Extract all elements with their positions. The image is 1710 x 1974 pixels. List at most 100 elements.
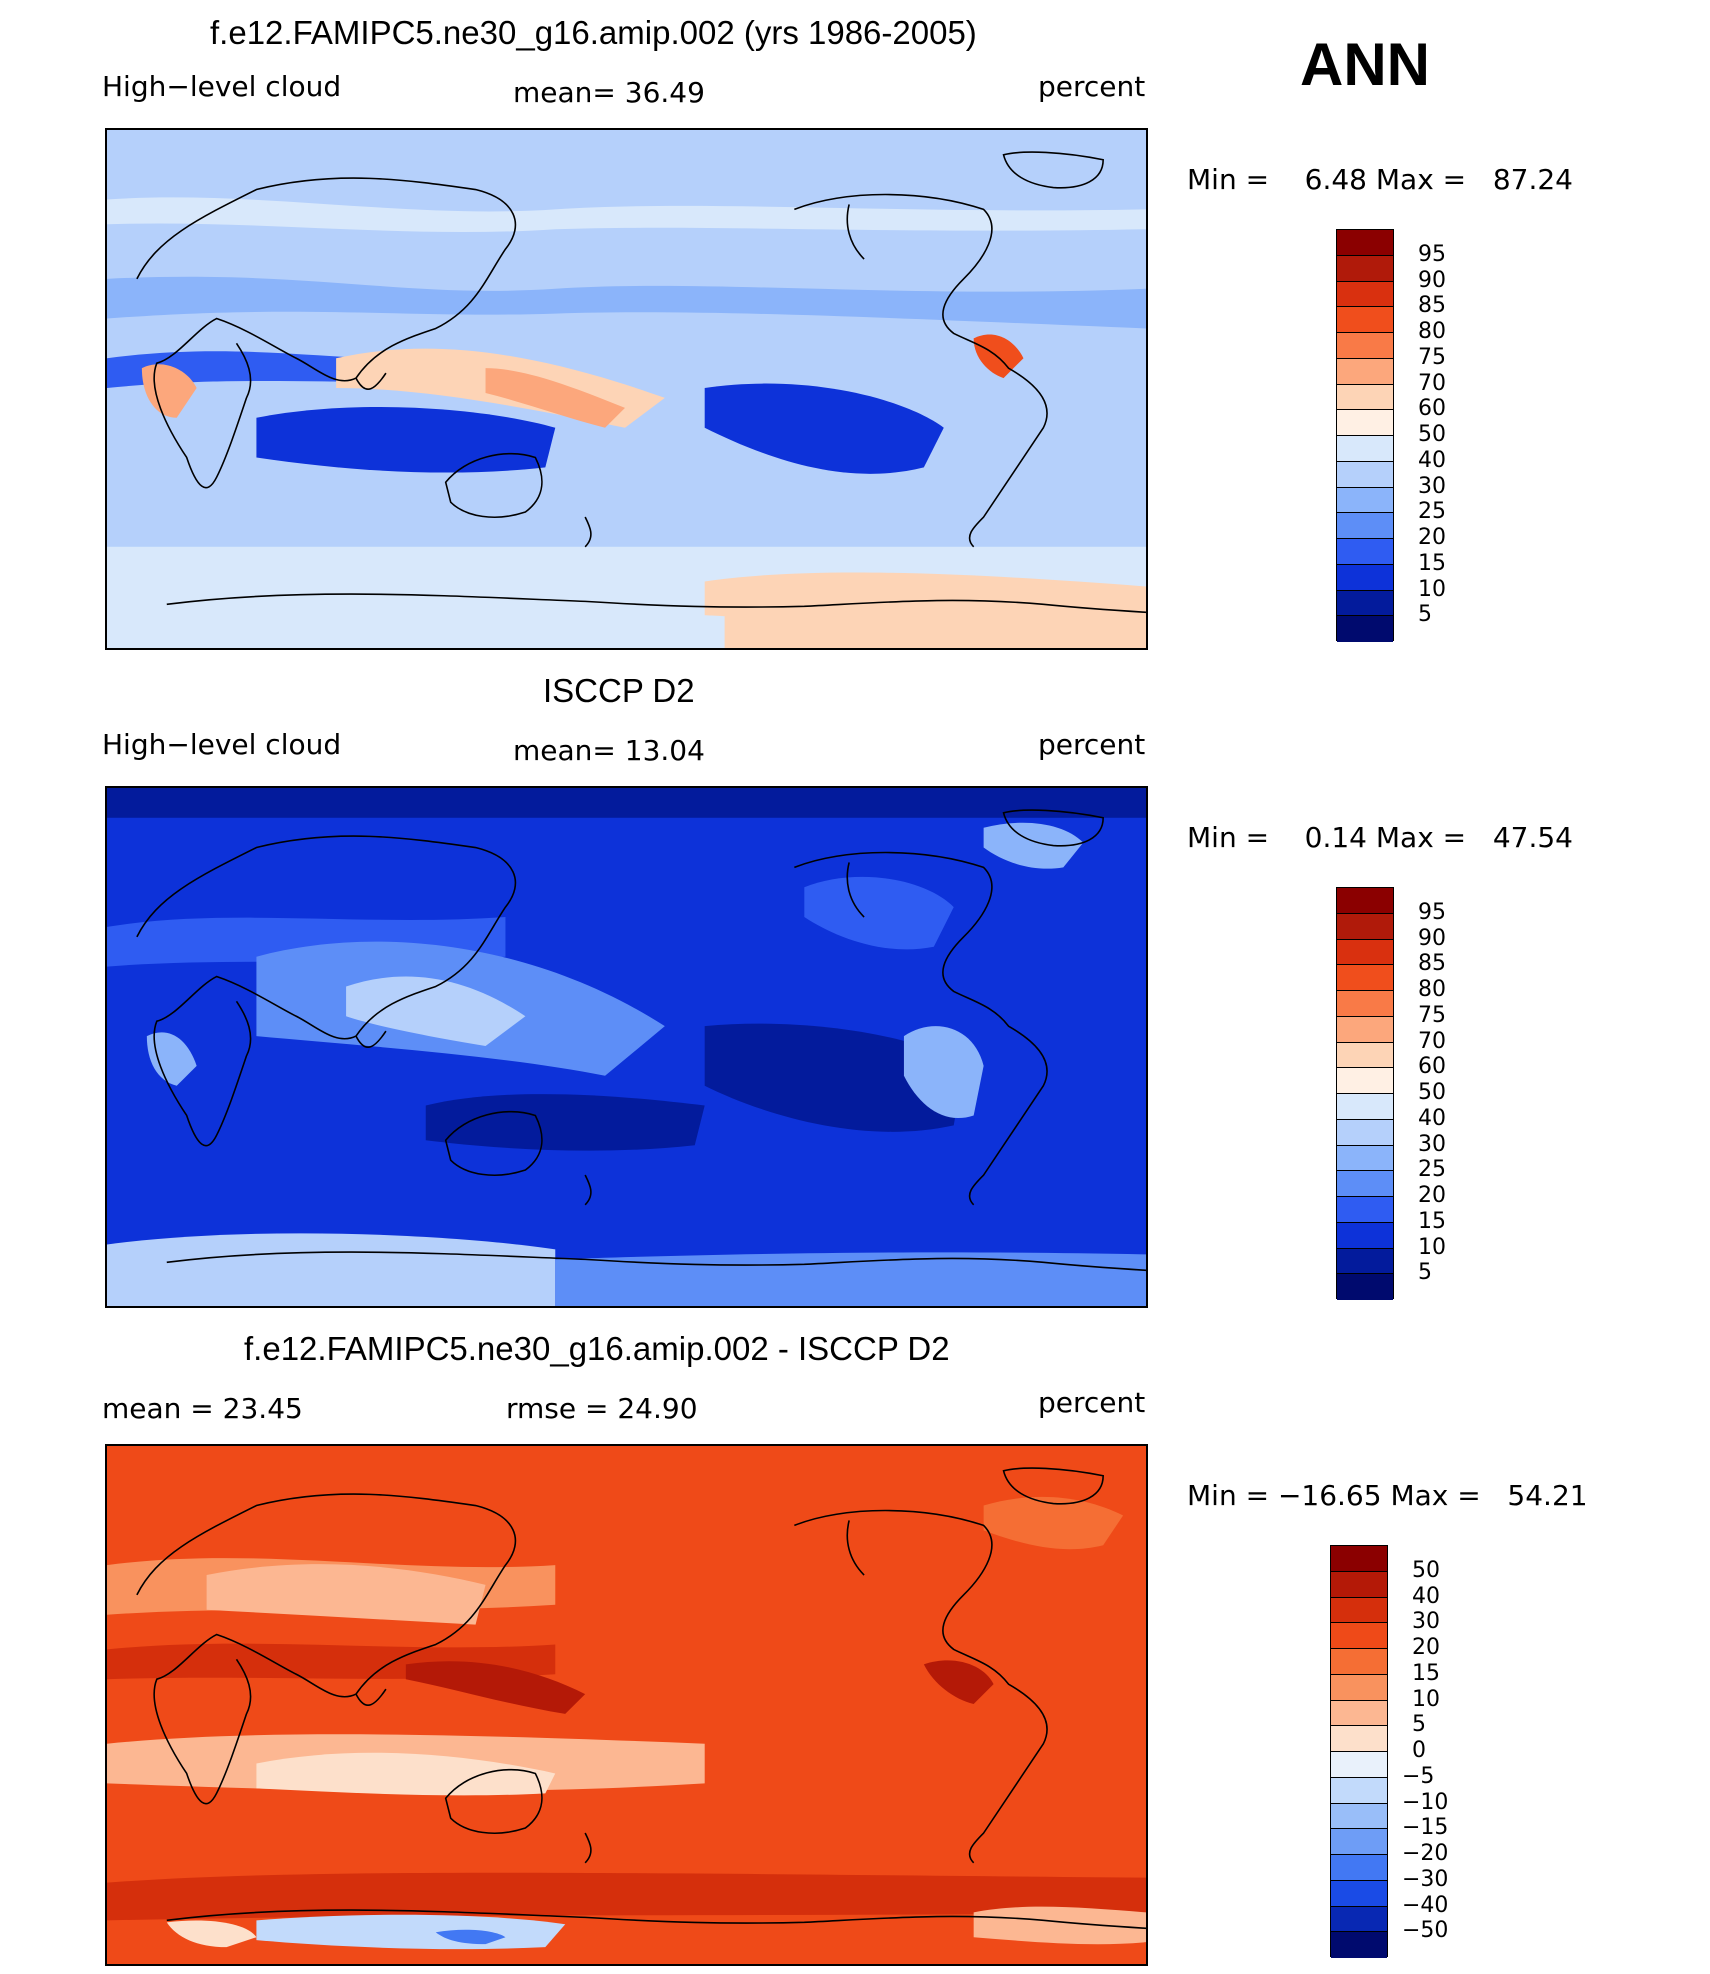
panel1-mean-label: mean= 36.49 [513, 76, 705, 109]
colorbar-swatch [1331, 1880, 1387, 1907]
colorbar-swatch [1337, 1016, 1393, 1043]
colorbar-swatch [1337, 307, 1393, 333]
colorbar-tick-label: −50 [1402, 1918, 1449, 1944]
panel1-model-map [105, 128, 1148, 650]
colorbar-tick-label: 50 [1418, 1080, 1446, 1105]
colorbar-swatch [1337, 255, 1393, 282]
colorbar-tick-label: 25 [1418, 1157, 1446, 1183]
colorbar-swatch [1331, 1597, 1387, 1624]
colorbar-tick-label: 30 [1418, 1131, 1446, 1157]
colorbar-tick-label: 10 [1412, 1686, 1440, 1712]
colorbar-tick-label: −40 [1402, 1892, 1449, 1918]
colorbar-tick-label: −30 [1402, 1866, 1449, 1892]
panel1-units-label: percent [1038, 70, 1146, 103]
panel1-variable-label: High−level cloud [102, 70, 342, 103]
colorbar-tick-label: 90 [1418, 267, 1446, 293]
panel3-colorbar [1330, 1545, 1388, 1958]
panel3-difference-map [105, 1444, 1148, 1966]
panel2-units-label: percent [1038, 728, 1146, 761]
colorbar-tick-label: 95 [1418, 899, 1446, 925]
colorbar-swatch [1337, 965, 1393, 991]
colorbar-swatch [1337, 539, 1393, 565]
colorbar-swatch [1331, 1649, 1387, 1675]
colorbar-swatch [1331, 1777, 1387, 1804]
panel2-minmax: Min = 0.14 Max = 47.54 [1187, 821, 1573, 854]
colorbar-swatch [1337, 1274, 1393, 1300]
colorbar-tick-label: 15 [1412, 1660, 1440, 1686]
colorbar-swatch [1331, 1932, 1387, 1958]
colorbar-swatch [1337, 888, 1393, 914]
season-label: ANN [1300, 31, 1430, 98]
panel1-colorbar [1336, 229, 1394, 642]
colorbar-tick-label: 90 [1418, 925, 1446, 951]
colorbar-tick-label: 30 [1418, 473, 1446, 499]
colorbar-swatch [1337, 461, 1393, 488]
colorbar-tick-label: 50 [1418, 422, 1446, 447]
colorbar-swatch [1337, 939, 1393, 966]
colorbar-tick-label: 15 [1418, 1208, 1446, 1234]
panel3-rmse-label: rmse = 24.90 [506, 1392, 698, 1425]
colorbar-swatch [1337, 1197, 1393, 1223]
colorbar-swatch [1337, 358, 1393, 385]
colorbar-tick-label: 5 [1418, 1260, 1432, 1286]
colorbar-tick-label: 10 [1418, 1234, 1446, 1260]
panel2-colorbar [1336, 887, 1394, 1300]
colorbar-tick-label: 80 [1418, 319, 1446, 344]
colorbar-swatch [1337, 410, 1393, 436]
colorbar-swatch [1337, 1068, 1393, 1094]
colorbar-tick-label: 75 [1418, 1002, 1446, 1028]
panel1-minmax: Min = 6.48 Max = 87.24 [1187, 163, 1573, 196]
colorbar-swatch [1331, 1546, 1387, 1572]
colorbar-tick-label: −5 [1402, 1763, 1435, 1789]
colorbar-swatch [1337, 590, 1393, 617]
colorbar-swatch [1337, 1222, 1393, 1249]
colorbar-swatch [1331, 1752, 1387, 1778]
colorbar-swatch [1337, 1119, 1393, 1146]
colorbar-swatch [1337, 1171, 1393, 1197]
panel2-mean-label: mean= 13.04 [513, 734, 705, 767]
colorbar-swatch [1331, 1674, 1387, 1701]
panel3-map-svg [107, 1446, 1146, 1964]
colorbar-swatch [1337, 333, 1393, 359]
colorbar-tick-label: 20 [1418, 525, 1446, 550]
colorbar-tick-label: 40 [1418, 447, 1446, 473]
colorbar-tick-label: 20 [1418, 1183, 1446, 1208]
colorbar-swatch [1337, 991, 1393, 1017]
colorbar-swatch [1337, 564, 1393, 591]
panel3-minmax: Min = −16.65 Max = 54.21 [1187, 1479, 1588, 1512]
colorbar-swatch [1331, 1855, 1387, 1881]
colorbar-tick-label: 30 [1412, 1609, 1440, 1635]
colorbar-tick-label: 50 [1412, 1557, 1440, 1583]
panel2-variable-label: High−level cloud [102, 728, 342, 761]
colorbar-tick-label: 40 [1412, 1583, 1440, 1609]
colorbar-tick-label: 80 [1418, 977, 1446, 1002]
panel2-map-svg [107, 788, 1146, 1306]
colorbar-swatch [1337, 513, 1393, 539]
colorbar-tick-label: 85 [1418, 293, 1446, 319]
colorbar-swatch [1337, 230, 1393, 256]
colorbar-tick-label: 25 [1418, 499, 1446, 525]
colorbar-swatch [1337, 436, 1393, 462]
colorbar-tick-label: −10 [1402, 1789, 1449, 1815]
colorbar-swatch [1331, 1829, 1387, 1855]
panel3-units-label: percent [1038, 1386, 1146, 1419]
colorbar-tick-label: 60 [1418, 1054, 1446, 1080]
colorbar-tick-label: 5 [1418, 602, 1432, 628]
colorbar-tick-label: 15 [1418, 550, 1446, 576]
panel1-map-svg [107, 130, 1146, 648]
colorbar-swatch [1337, 281, 1393, 308]
colorbar-swatch [1331, 1700, 1387, 1727]
panel2-title: ISCCP D2 [543, 672, 695, 709]
colorbar-tick-label: −20 [1402, 1841, 1449, 1866]
colorbar-swatch [1331, 1803, 1387, 1830]
colorbar-tick-label: 70 [1418, 370, 1446, 396]
colorbar-swatch [1337, 1042, 1393, 1069]
colorbar-tick-label: −15 [1402, 1815, 1449, 1841]
colorbar-tick-label: 10 [1418, 576, 1446, 602]
colorbar-tick-label: 0 [1412, 1738, 1426, 1763]
panel1-title: f.e12.FAMIPC5.ne30_g16.amip.002 (yrs 198… [210, 14, 977, 51]
colorbar-tick-label: 20 [1412, 1635, 1440, 1660]
colorbar-swatch [1337, 1248, 1393, 1275]
colorbar-tick-label: 40 [1418, 1105, 1446, 1131]
colorbar-swatch [1337, 487, 1393, 514]
